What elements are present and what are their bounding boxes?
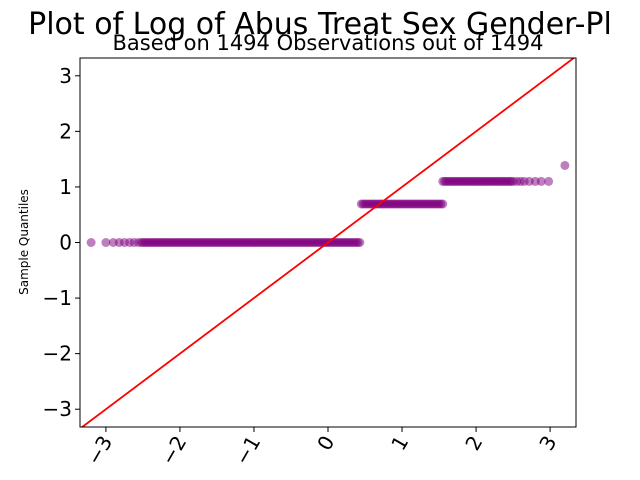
y-tick-label: 1 [59,175,72,199]
reference-line-group [80,58,576,427]
data-point [438,199,448,209]
x-tick-label: 1 [386,432,413,455]
data-points-group [86,160,570,247]
y-tick-label: −3 [43,397,72,421]
y-tick-label: 0 [59,231,72,255]
data-point [101,238,111,247]
data-point [86,238,96,247]
y-tick-label: 2 [59,119,72,143]
chart-subtitle: Based on 1494 Observations out of 1494 [112,31,543,55]
x-tick-label: −2 [156,432,192,470]
x-tick-label: −1 [230,432,266,470]
data-point [560,160,570,170]
y-tick-label: 3 [59,64,72,88]
data-point [508,176,518,186]
y-axis-label: Sample Quantiles [17,189,31,295]
y-tick-label: −1 [43,286,72,310]
x-tick-label: 2 [460,432,487,455]
x-tick-label: −3 [82,432,118,470]
y-axis: −3 −2 −1 0 1 2 3 [43,64,80,421]
chart-title: Plot of Log of Abus Treat Sex Gender-Pl [28,7,612,42]
x-axis: −3 −2 −1 0 1 2 3 [82,427,561,470]
x-tick-label: 0 [312,432,339,455]
reference-line [80,58,576,427]
y-tick-label: −2 [43,342,72,366]
x-tick-label: 3 [534,432,561,455]
data-point [536,176,546,186]
data-point [544,176,554,186]
data-point [355,238,365,247]
